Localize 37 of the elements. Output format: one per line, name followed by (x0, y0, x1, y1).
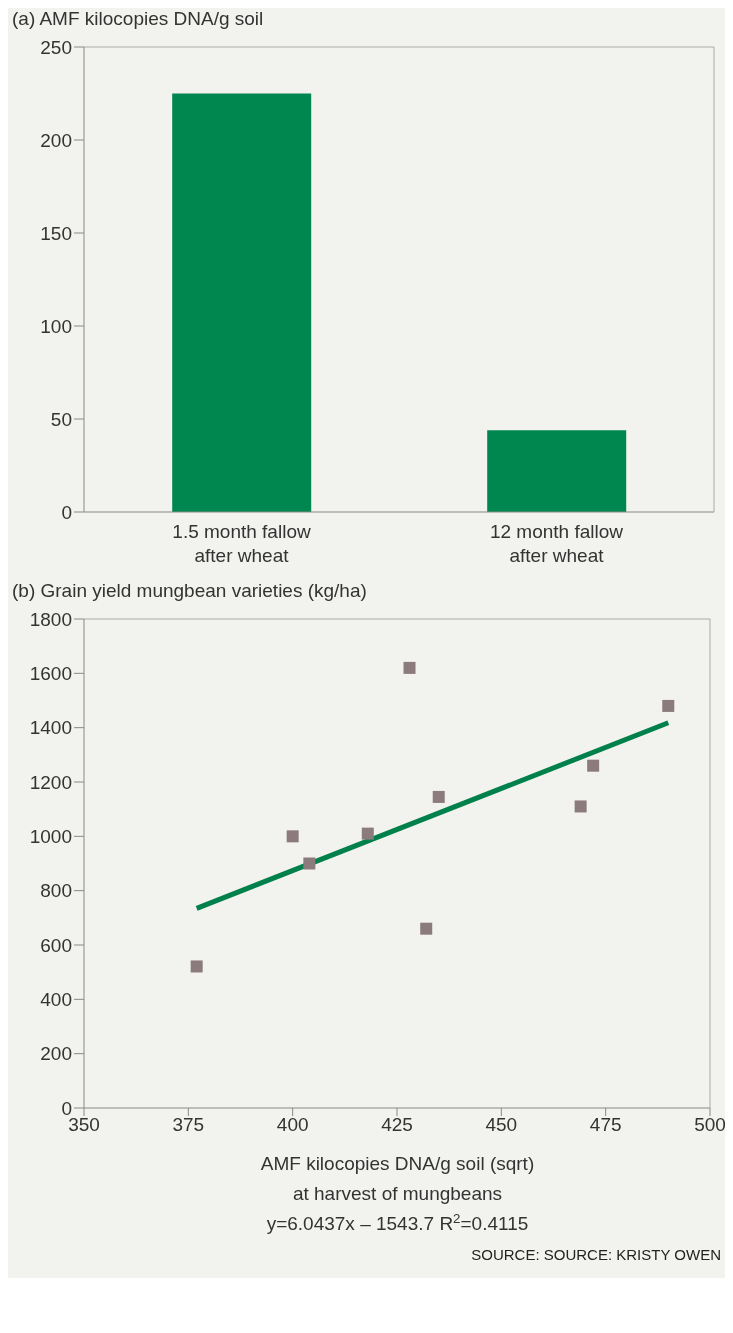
y-tick-label: 50 (50, 408, 72, 430)
point (361, 827, 374, 840)
y-tick-label: 1400 (29, 717, 72, 739)
x-tick-label: 12 month fallow after wheat (489, 521, 624, 566)
chart-title: (b) Grain yield mungbean varieties (kg/ha) (12, 580, 368, 602)
point (286, 830, 299, 843)
source-note: SOURCE: SOURCE: KRISTY OWEN (471, 1246, 721, 1263)
x-tick-label: 475 (589, 1114, 622, 1136)
x-tick-label: 375 (172, 1114, 205, 1136)
point (587, 759, 600, 772)
x-tick-label: 500 (694, 1114, 726, 1136)
x-tick-label: 450 (485, 1114, 518, 1136)
x-tick-label: 1.5 month fallow after wheat (172, 521, 311, 566)
y-tick-label: 200 (40, 1043, 72, 1065)
chart-title: (a) AMF kilocopies DNA/g soil (12, 8, 265, 30)
y-tick-label: 250 (40, 36, 72, 58)
y-tick-label: 800 (40, 880, 72, 902)
point (574, 800, 587, 813)
point (432, 790, 445, 803)
y-tick-label: 200 (40, 129, 72, 151)
point (403, 661, 416, 674)
x-tick-label: 425 (381, 1114, 413, 1136)
y-tick-label: 1600 (29, 663, 72, 685)
point (190, 960, 203, 973)
y-tick-label: 150 (40, 222, 72, 244)
point (420, 922, 433, 935)
y-tick-label: 1800 (29, 608, 72, 630)
y-tick-label: 600 (40, 934, 72, 956)
y-tick-label: 400 (40, 989, 72, 1011)
text: y=6.0437x – 1543.7 R$^{2}$=0.4115 (266, 1210, 529, 1234)
point (662, 699, 675, 712)
x-tick-label: 400 (276, 1114, 309, 1136)
y-tick-label: 1000 (29, 826, 72, 848)
y-tick-label: 100 (40, 315, 72, 337)
point (303, 857, 316, 870)
y-tick-label: 0 (61, 501, 72, 523)
y-tick-label: 1200 (29, 771, 72, 793)
